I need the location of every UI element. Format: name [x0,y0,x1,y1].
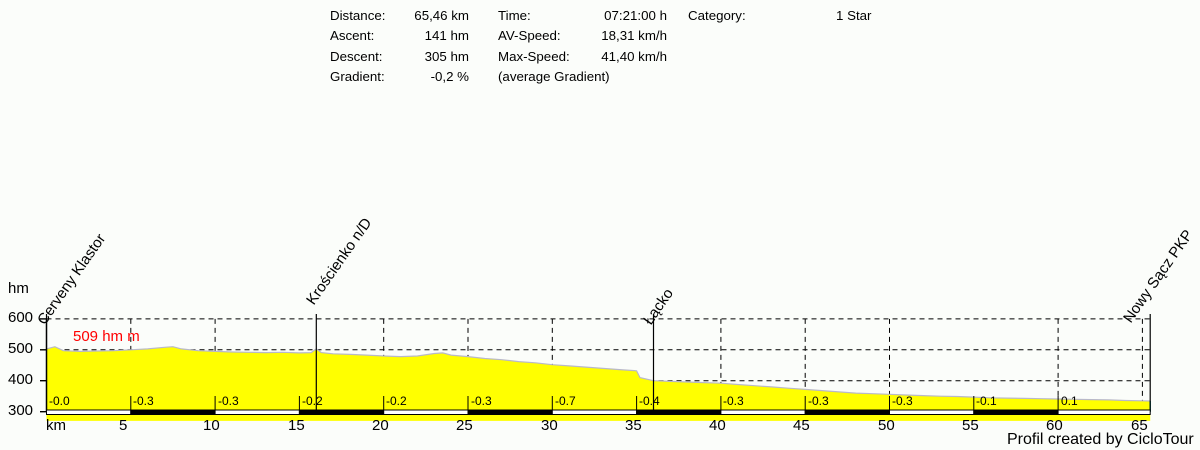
svg-text:-0.3: -0.3 [808,394,829,408]
svg-text:-0.3: -0.3 [133,394,154,408]
svg-text:-0.4: -0.4 [639,394,660,408]
svg-text:-0.3: -0.3 [471,394,492,408]
svg-text:-0.3: -0.3 [723,394,744,408]
svg-text:-0.2: -0.2 [302,394,323,408]
svg-text:-0.7: -0.7 [555,394,576,408]
svg-text:-0.2: -0.2 [386,394,407,408]
svg-text:-0.3: -0.3 [892,394,913,408]
svg-text:-0.1: -0.1 [976,394,997,408]
svg-text:0.1: 0.1 [1061,394,1078,408]
svg-text:-0.3: -0.3 [218,394,239,408]
svg-text:-0.0: -0.0 [49,394,70,408]
